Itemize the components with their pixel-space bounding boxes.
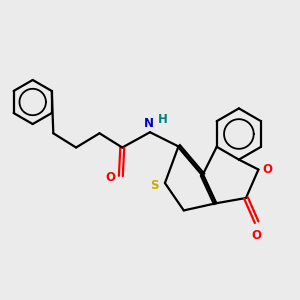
Text: H: H bbox=[158, 113, 168, 126]
Text: O: O bbox=[105, 171, 115, 184]
Text: O: O bbox=[252, 229, 262, 242]
Text: O: O bbox=[263, 163, 273, 176]
Text: N: N bbox=[144, 117, 154, 130]
Text: S: S bbox=[150, 179, 158, 192]
